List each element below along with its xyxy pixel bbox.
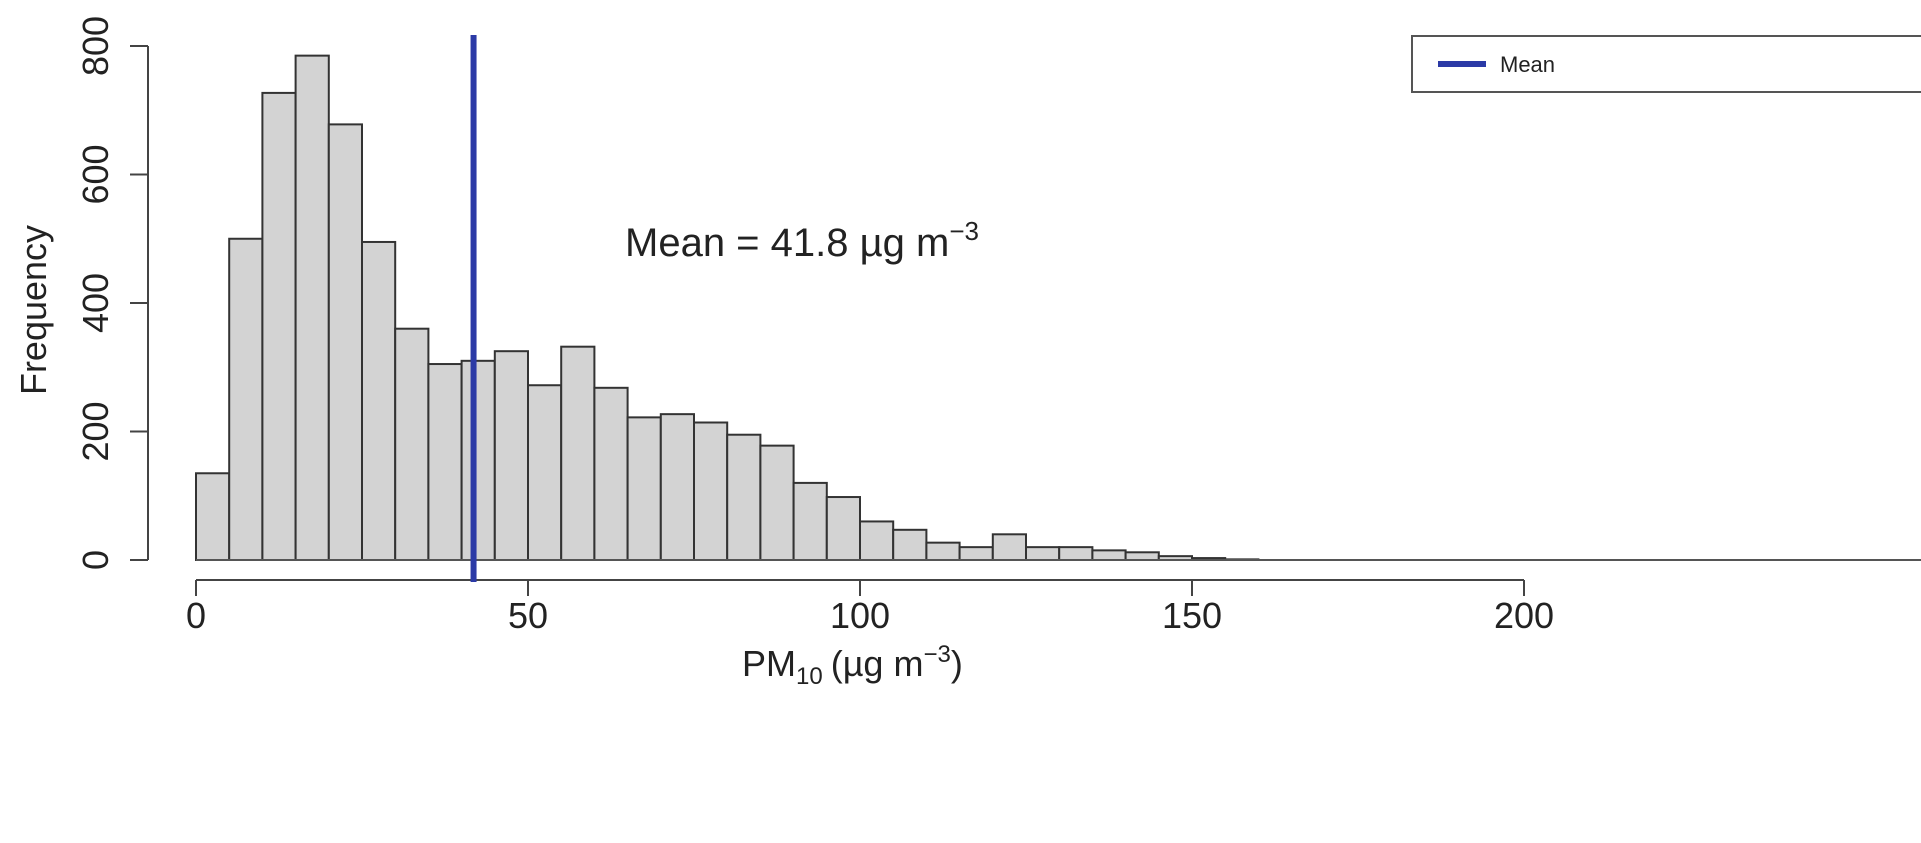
histogram-bar bbox=[361, 240, 397, 561]
x-axis: 0 50 100 150 200 bbox=[186, 579, 1554, 636]
histogram-bars bbox=[195, 54, 1260, 562]
histogram-bar bbox=[560, 345, 596, 561]
x-tick-label: 0 bbox=[186, 595, 206, 636]
histogram-bar bbox=[659, 413, 695, 561]
histogram-bar bbox=[759, 444, 795, 562]
histogram-bar bbox=[228, 237, 264, 561]
mean-annotation-text: Mean = 41.8 µg m bbox=[625, 221, 949, 265]
histogram-bar bbox=[792, 481, 828, 561]
histogram-bar bbox=[958, 546, 994, 562]
histogram-bar bbox=[593, 386, 629, 561]
x-tick-label: 50 bbox=[508, 595, 548, 636]
histogram-bar bbox=[294, 54, 330, 561]
x-axis-title-units: (µg m bbox=[831, 643, 924, 684]
x-axis-title: PM10 (µg m−3) bbox=[742, 641, 963, 690]
histogram-bar bbox=[327, 123, 363, 561]
histogram-bar bbox=[626, 416, 662, 561]
x-tick-label: 100 bbox=[830, 595, 890, 636]
legend: Mean bbox=[1411, 35, 1921, 93]
histogram-bar bbox=[991, 533, 1027, 561]
histogram-bar bbox=[1025, 546, 1061, 562]
x-tick-label: 200 bbox=[1494, 595, 1554, 636]
histogram-bar bbox=[726, 433, 762, 561]
histogram-bar bbox=[460, 359, 496, 562]
histogram-bar bbox=[892, 528, 928, 561]
mean-annotation-superscript: −3 bbox=[949, 216, 979, 246]
histogram-bar bbox=[925, 541, 961, 562]
x-axis-title-units-close: ) bbox=[951, 643, 963, 684]
mean-annotation: Mean = 41.8 µg m−3 bbox=[625, 216, 979, 265]
x-axis-title-units-superscript: −3 bbox=[923, 641, 950, 668]
histogram-bar bbox=[195, 472, 231, 562]
histogram-bar bbox=[1091, 549, 1127, 561]
y-axis-title: Frequency bbox=[13, 225, 54, 395]
y-tick-label: 800 bbox=[75, 16, 116, 76]
y-axis: 0 200 400 600 800 bbox=[75, 16, 149, 570]
y-tick-label: 200 bbox=[75, 401, 116, 461]
y-tick-label: 400 bbox=[75, 273, 116, 333]
histogram-bar bbox=[859, 520, 895, 562]
legend-label-mean: Mean bbox=[1500, 52, 1555, 77]
histogram-bar bbox=[1124, 551, 1160, 561]
histogram-bar bbox=[394, 327, 430, 562]
x-axis-title-main: PM bbox=[742, 643, 796, 684]
y-tick-label: 0 bbox=[75, 550, 116, 570]
legend-box bbox=[1411, 35, 1921, 93]
histogram-bar bbox=[825, 496, 861, 562]
histogram-bar bbox=[261, 91, 297, 561]
histogram-bar bbox=[527, 384, 563, 561]
x-tick-label: 150 bbox=[1162, 595, 1222, 636]
histogram-bar bbox=[427, 363, 463, 561]
x-axis-title-subscript: 10 bbox=[796, 663, 823, 690]
histogram-bar bbox=[493, 350, 529, 561]
histogram-bar bbox=[693, 421, 729, 561]
y-tick-label: 600 bbox=[75, 144, 116, 204]
histogram-bar bbox=[1058, 546, 1094, 562]
